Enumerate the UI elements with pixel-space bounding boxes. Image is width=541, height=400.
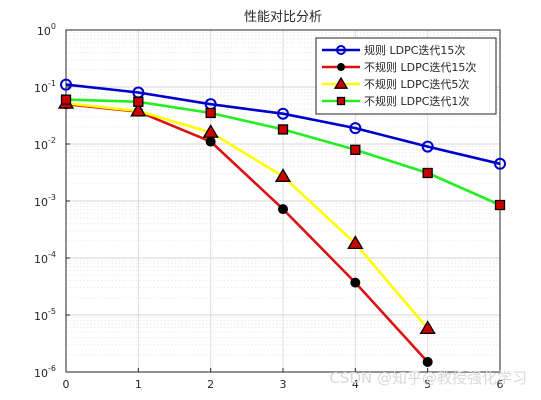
data-point (60, 94, 72, 105)
data-point (278, 204, 288, 215)
x-tick-label: 3 (280, 378, 287, 391)
legend-item: 规则 LDPC迭代15次 (322, 43, 465, 57)
data-point (419, 320, 436, 335)
legend-label: 不规则 LDPC迭代15次 (364, 60, 476, 74)
data-point (274, 168, 292, 182)
legend-label: 不规则 LDPC迭代1次 (364, 94, 469, 108)
data-point (336, 96, 346, 106)
data-point (422, 167, 433, 179)
legend-item: 不规则 LDPC迭代15次 (322, 60, 476, 74)
data-point (494, 157, 506, 170)
axis-ticks: 0 1 2 3 4 5 6 10-6 10-5 10-4 10-3 10-2 10-1 100 (34, 22, 503, 391)
data-point (336, 45, 346, 55)
legend-label: 规则 LDPC迭代15次 (364, 43, 465, 57)
y-tick-label: 10-6 (34, 364, 56, 380)
data-point (202, 124, 219, 138)
data-point (347, 235, 364, 249)
data-point (350, 144, 361, 155)
series-line (65, 83, 501, 166)
legend-label: 不规则 LDPC迭代5次 (364, 77, 469, 91)
data-point (205, 107, 216, 119)
data-point (333, 76, 349, 89)
data-point (205, 136, 216, 147)
y-tick-label: 10-5 (34, 307, 56, 323)
data-point (277, 124, 289, 135)
series-3 (57, 94, 436, 335)
data-point (277, 107, 289, 120)
chart-title: 性能对比分析 (244, 10, 322, 25)
data-point (421, 140, 434, 153)
series-4 (60, 94, 506, 211)
data-point (130, 102, 147, 117)
x-tick-label: 1 (135, 378, 142, 391)
legend-item: 不规则 LDPC迭代1次 (322, 94, 469, 108)
data-point (350, 277, 361, 288)
series-lines (57, 78, 506, 367)
data-point (60, 78, 72, 91)
data-point (133, 96, 144, 107)
y-tick-label: 10-4 (34, 250, 56, 266)
y-tick-label: 100 (37, 22, 56, 38)
data-point (422, 356, 433, 367)
watermark: CSDN @知乎@教授强化学习 (329, 369, 527, 387)
x-tick-label: 6 (497, 378, 504, 391)
series-line (65, 101, 429, 330)
data-point (337, 63, 345, 71)
legend-item: 不规则 LDPC迭代5次 (322, 76, 469, 91)
x-tick-label: 4 (352, 378, 359, 391)
y-tick-label: 10-1 (34, 79, 56, 95)
x-tick-label: 5 (424, 378, 431, 391)
y-tick-label: 10-2 (34, 136, 56, 152)
x-tick-label: 0 (63, 378, 70, 391)
data-point (494, 199, 506, 211)
y-tick-label: 10-3 (34, 193, 56, 209)
x-tick-label: 2 (207, 378, 214, 391)
data-point (349, 122, 362, 135)
